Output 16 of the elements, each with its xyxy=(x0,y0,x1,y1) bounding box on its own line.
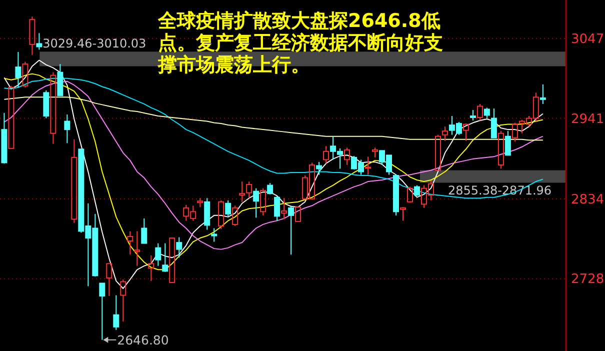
candlestick xyxy=(323,146,330,164)
y-tick-label: 3047 xyxy=(571,32,604,47)
annotation: 2646.80 xyxy=(117,332,169,348)
y-tick-label: 2941 xyxy=(571,112,604,127)
candlestick xyxy=(134,230,140,266)
candlestick xyxy=(281,198,288,220)
text: 全球疫情扩散致大盘探2646.8低点。复产复工经济数据不断向好支撑市场震荡上行。 xyxy=(157,10,443,76)
candlestick xyxy=(148,254,154,282)
candlestick xyxy=(15,51,22,88)
band-label: 3029.46-3010.03 xyxy=(42,36,146,51)
candlestick xyxy=(71,138,78,224)
candlestick xyxy=(211,228,218,242)
y-tick-label: 2834 xyxy=(571,192,604,208)
y-tick-label: 2728 xyxy=(571,272,604,288)
candlestick xyxy=(127,230,134,256)
candlestick xyxy=(64,114,70,144)
